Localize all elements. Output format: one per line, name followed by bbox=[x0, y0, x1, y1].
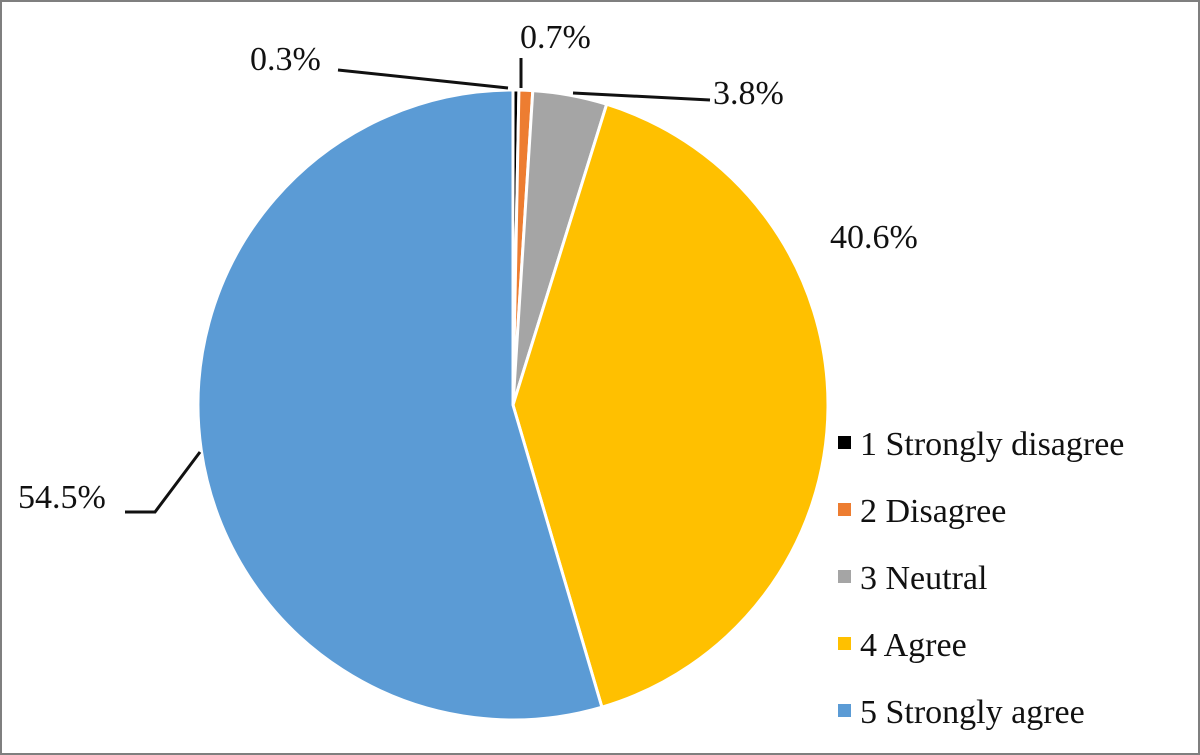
data-label-2: 0.7% bbox=[520, 19, 591, 56]
pie-slice-4 bbox=[511, 102, 830, 710]
legend-swatch-3 bbox=[838, 570, 851, 583]
legend: 1 Strongly disagree 2 Disagree 3 Neutral 4 … bbox=[838, 426, 1124, 731]
legend-label-5: 5 Strongly agree bbox=[860, 694, 1085, 731]
legend-label-3: 3 Neutral bbox=[860, 560, 987, 597]
leader-line-5 bbox=[125, 451, 202, 514]
leader-line-3 bbox=[572, 91, 711, 102]
leader-lines bbox=[125, 58, 711, 514]
legend-label-1: 1 Strongly disagree bbox=[860, 426, 1124, 463]
data-labels: 0.3% 0.7% 3.8% 40.6% 54.5% bbox=[18, 19, 918, 516]
legend-swatch-4 bbox=[838, 637, 851, 650]
data-label-3: 3.8% bbox=[713, 75, 784, 112]
pie-slice-5 bbox=[196, 88, 604, 722]
pie-slices bbox=[196, 88, 830, 722]
data-label-4: 40.6% bbox=[830, 219, 918, 256]
data-label-1: 0.3% bbox=[250, 41, 321, 78]
legend-label-2: 2 Disagree bbox=[860, 493, 1006, 530]
legend-swatch-1 bbox=[838, 436, 851, 449]
legend-label-4: 4 Agree bbox=[860, 627, 967, 664]
data-label-5: 54.5% bbox=[18, 479, 106, 516]
legend-swatch-2 bbox=[838, 503, 851, 516]
legend-swatch-5 bbox=[838, 704, 851, 717]
leader-line-1 bbox=[337, 68, 509, 90]
